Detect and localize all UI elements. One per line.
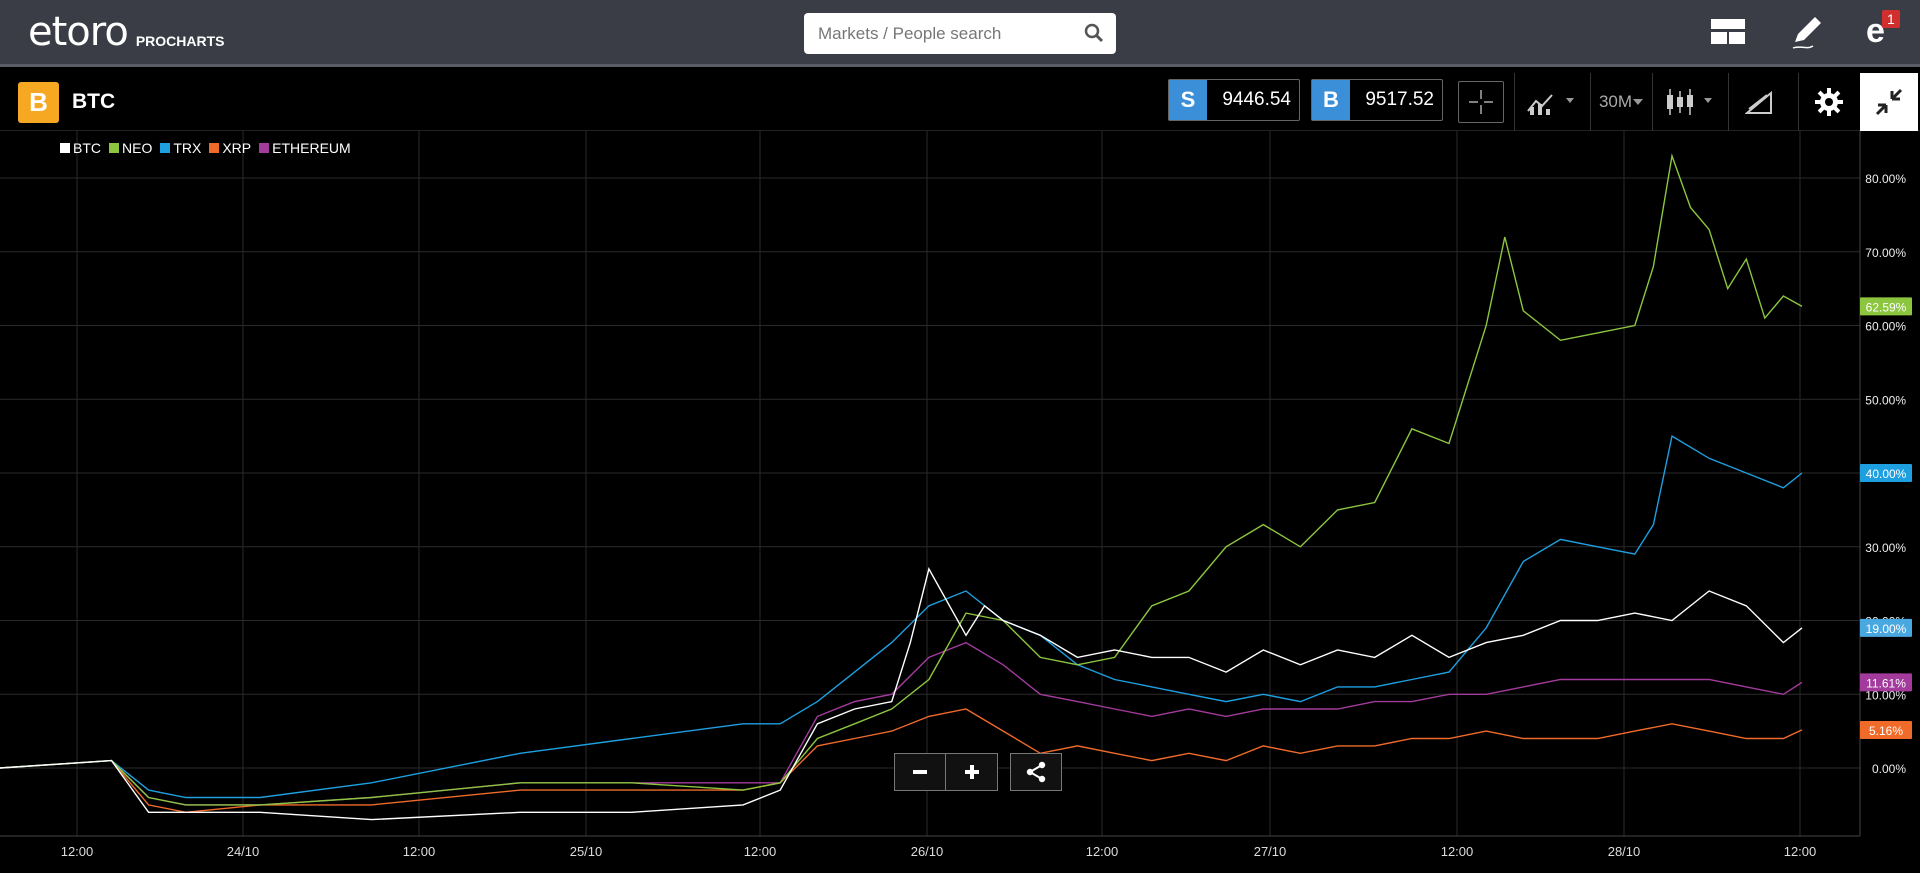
- crosshair-button[interactable]: [1458, 81, 1504, 123]
- y-tick-label: 60.00%: [1865, 320, 1906, 334]
- x-tick-label: 12:00: [1784, 844, 1817, 859]
- sell-price: 9446.54: [1222, 89, 1291, 110]
- legend-label: XRP: [222, 140, 252, 156]
- share-button[interactable]: [1010, 753, 1062, 791]
- chart-toolbar: B BTC S 9446.54 B 9517.52 30M: [0, 73, 1920, 131]
- last-value-tag-ethereum: 11.61%: [1860, 673, 1912, 692]
- chart-area[interactable]: 12:00 24/10 12:00 25/10 12:00 26/10 12:00 27/10…: [0, 131, 1920, 868]
- y-tick-label: 0.00%: [1872, 762, 1906, 776]
- drawing-tools-button[interactable]: [1728, 73, 1788, 131]
- x-tick-label: 26/10: [911, 844, 944, 859]
- y-tick-label: 70.00%: [1865, 246, 1906, 260]
- indicators-button[interactable]: [1514, 73, 1590, 131]
- last-value-tag-neo: 62.59%: [1860, 297, 1912, 316]
- legend-label: TRX: [173, 140, 202, 156]
- candlestick-icon: [1666, 89, 1712, 115]
- timeframe-value: 30M: [1598, 92, 1633, 111]
- indicator-chart-icon: [1526, 94, 1574, 115]
- series-line-neo: [0, 153, 1803, 806]
- legend-label: BTC: [73, 140, 101, 156]
- legend-item-ethereum[interactable]: ETHEREUM: [259, 140, 351, 156]
- legend-item-neo[interactable]: NEO: [109, 140, 152, 156]
- layout-icon[interactable]: [1708, 12, 1748, 52]
- last-value-tag-xrp: 5.16%: [1860, 720, 1912, 739]
- legend-item-btc[interactable]: BTC: [60, 140, 101, 156]
- plus-icon: [964, 765, 979, 779]
- x-tick-label: 12:00: [61, 844, 94, 859]
- collapse-icon: [1875, 88, 1903, 116]
- svg-text:5.16%: 5.16%: [1869, 724, 1903, 738]
- legend-swatch: [259, 143, 270, 153]
- logo-text: etoro: [28, 9, 129, 55]
- svg-text:19.00%: 19.00%: [1866, 622, 1907, 636]
- minus-icon: [913, 770, 927, 774]
- series-line-btc: [0, 567, 1803, 821]
- timeframe-select[interactable]: 30M: [1590, 73, 1652, 131]
- last-value-tag-trx: 40.00%: [1860, 464, 1912, 482]
- x-tick-label: 12:00: [1086, 844, 1119, 859]
- buy-button[interactable]: B 9517.52: [1311, 79, 1443, 121]
- gear-icon: [1814, 88, 1843, 116]
- legend-label: ETHEREUM: [272, 140, 351, 156]
- top-bar: etoro PROCHARTS e 1: [0, 0, 1920, 67]
- search-box: [804, 13, 1116, 54]
- collapse-button[interactable]: [1860, 73, 1918, 131]
- search-icon[interactable]: [1084, 23, 1104, 43]
- buy-price: 9517.52: [1365, 89, 1434, 110]
- legend-label: NEO: [122, 140, 153, 156]
- x-tick-label: 12:00: [403, 844, 436, 859]
- etoro-e-icon: e: [1866, 12, 1885, 50]
- bitcoin-icon: B: [18, 82, 59, 123]
- legend-swatch: [109, 143, 119, 153]
- logo-subtitle: PROCHARTS: [135, 33, 225, 49]
- asset-name: BTC: [72, 90, 116, 113]
- last-value-tag-btc: 19.00%: [1860, 618, 1912, 637]
- y-tick-label: 80.00%: [1865, 172, 1906, 186]
- legend-swatch: [160, 143, 171, 153]
- chart-legend: BTC NEO TRX XRP ETHEREUM: [60, 140, 359, 156]
- sell-label: S: [1169, 80, 1207, 120]
- chart-type-button[interactable]: [1652, 73, 1728, 131]
- etoro-logo[interactable]: etoro PROCHARTS: [28, 12, 224, 52]
- legend-item-xrp[interactable]: XRP: [209, 140, 251, 156]
- crosshair-icon: [1469, 90, 1493, 114]
- buy-label: B: [1312, 80, 1350, 120]
- x-tick-label: 28/10: [1608, 844, 1641, 859]
- x-tick-label: 25/10: [570, 844, 603, 859]
- pencil-icon[interactable]: [1787, 12, 1827, 52]
- x-tick-label: 12:00: [1441, 844, 1474, 859]
- svg-text:11.61%: 11.61%: [1866, 676, 1906, 690]
- svg-text:62.59%: 62.59%: [1866, 300, 1907, 314]
- series-line-xrp: [0, 708, 1803, 814]
- zoom-in-button[interactable]: [946, 753, 998, 791]
- y-tick-label: 10.00%: [1865, 688, 1906, 702]
- line-chart[interactable]: 12:00 24/10 12:00 25/10 12:00 26/10 12:00 27/10…: [0, 131, 1920, 868]
- y-tick-label: 30.00%: [1865, 541, 1906, 555]
- notifications-button[interactable]: e 1: [1862, 10, 1902, 52]
- search-input[interactable]: [818, 24, 1068, 44]
- legend-item-trx[interactable]: TRX: [160, 140, 201, 156]
- legend-swatch: [209, 143, 220, 153]
- svg-text:40.00%: 40.00%: [1866, 467, 1907, 481]
- notification-badge: 1: [1882, 10, 1900, 28]
- x-tick-label: 27/10: [1254, 844, 1287, 859]
- x-tick-label: 12:00: [744, 844, 777, 859]
- y-tick-label: 50.00%: [1865, 393, 1906, 407]
- zoom-controls: [894, 753, 1062, 791]
- x-tick-label: 24/10: [227, 844, 260, 859]
- series-line-trx: [0, 434, 1803, 799]
- chevron-down-icon: [1633, 99, 1644, 105]
- settings-button[interactable]: [1798, 73, 1858, 131]
- zoom-out-button[interactable]: [894, 753, 946, 791]
- legend-swatch: [60, 143, 70, 153]
- drawing-tool-icon: [1744, 90, 1772, 114]
- share-icon: [1026, 761, 1046, 783]
- sell-button[interactable]: S 9446.54: [1168, 79, 1300, 121]
